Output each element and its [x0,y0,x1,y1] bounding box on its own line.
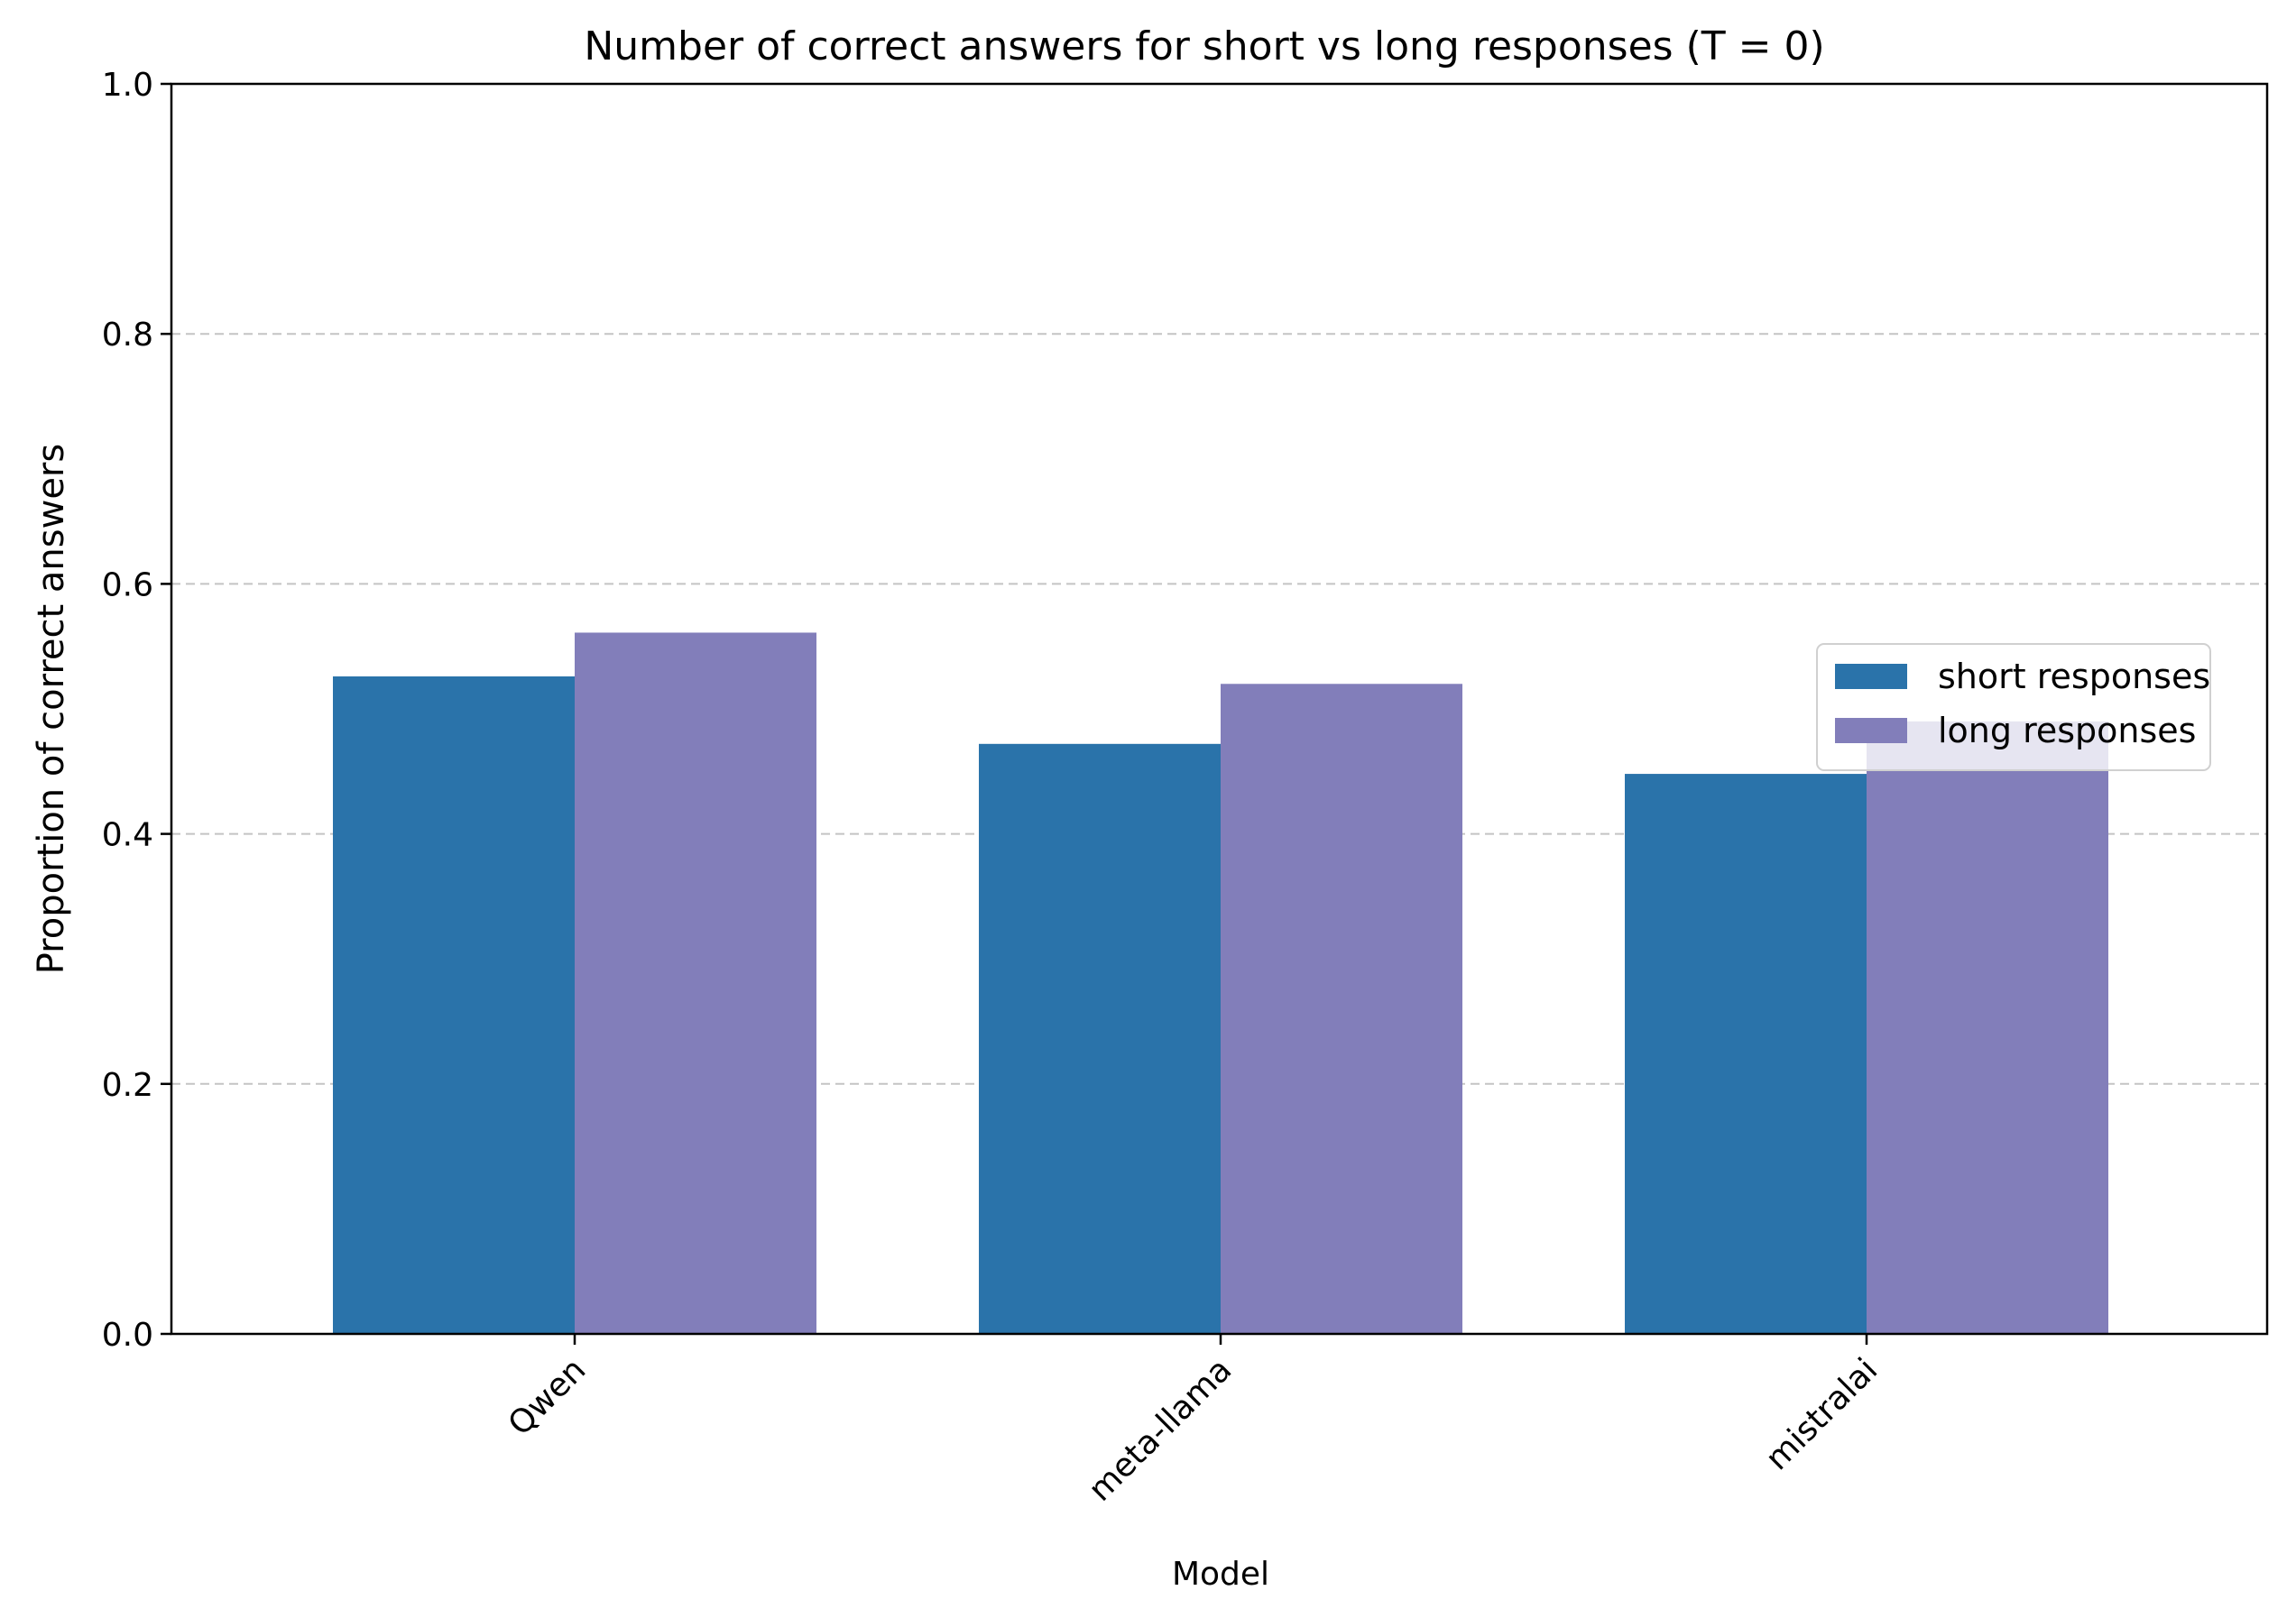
plot-frame [170,82,2269,1336]
y-tick-label: 1.0 [102,67,153,104]
bar-long-qwen [575,632,816,1334]
bars [333,632,2108,1334]
x-axis-label: Model [1172,1556,1269,1593]
bar-long-mistralai [1867,721,2108,1334]
chart-title: Number of correct answers for short vs l… [584,23,1824,69]
y-axis-ticks: 0.0 0.2 0.4 0.6 0.8 1.0 [102,67,171,1354]
legend-swatch-long [1835,718,1907,743]
y-tick-label: 0.6 [102,566,153,603]
x-tick-label: Qwen [502,1351,594,1443]
x-tick-label: meta-llama [1082,1351,1239,1508]
x-tick-label: mistralai [1758,1351,1885,1477]
y-tick-label: 0.4 [102,817,153,854]
bar-long-meta-llama [1221,684,1462,1334]
bar-short-qwen [333,676,575,1334]
legend-swatch-short [1835,664,1907,689]
legend: short responses long responses [1816,643,2211,771]
y-axis-label: Proportion of correct answers [31,444,72,974]
y-tick-label: 0.2 [102,1067,153,1104]
x-axis-ticks: Qwen meta-llama mistralai [502,1334,1885,1509]
y-tick-label: 0.0 [102,1317,153,1354]
legend-box [1816,643,2211,771]
bar-short-mistralai [1625,774,1867,1334]
legend-label-short: short responses [1938,657,2210,696]
legend-label-long: long responses [1938,711,2196,750]
bar-short-meta-llama [979,743,1221,1334]
y-tick-label: 0.8 [102,317,153,354]
